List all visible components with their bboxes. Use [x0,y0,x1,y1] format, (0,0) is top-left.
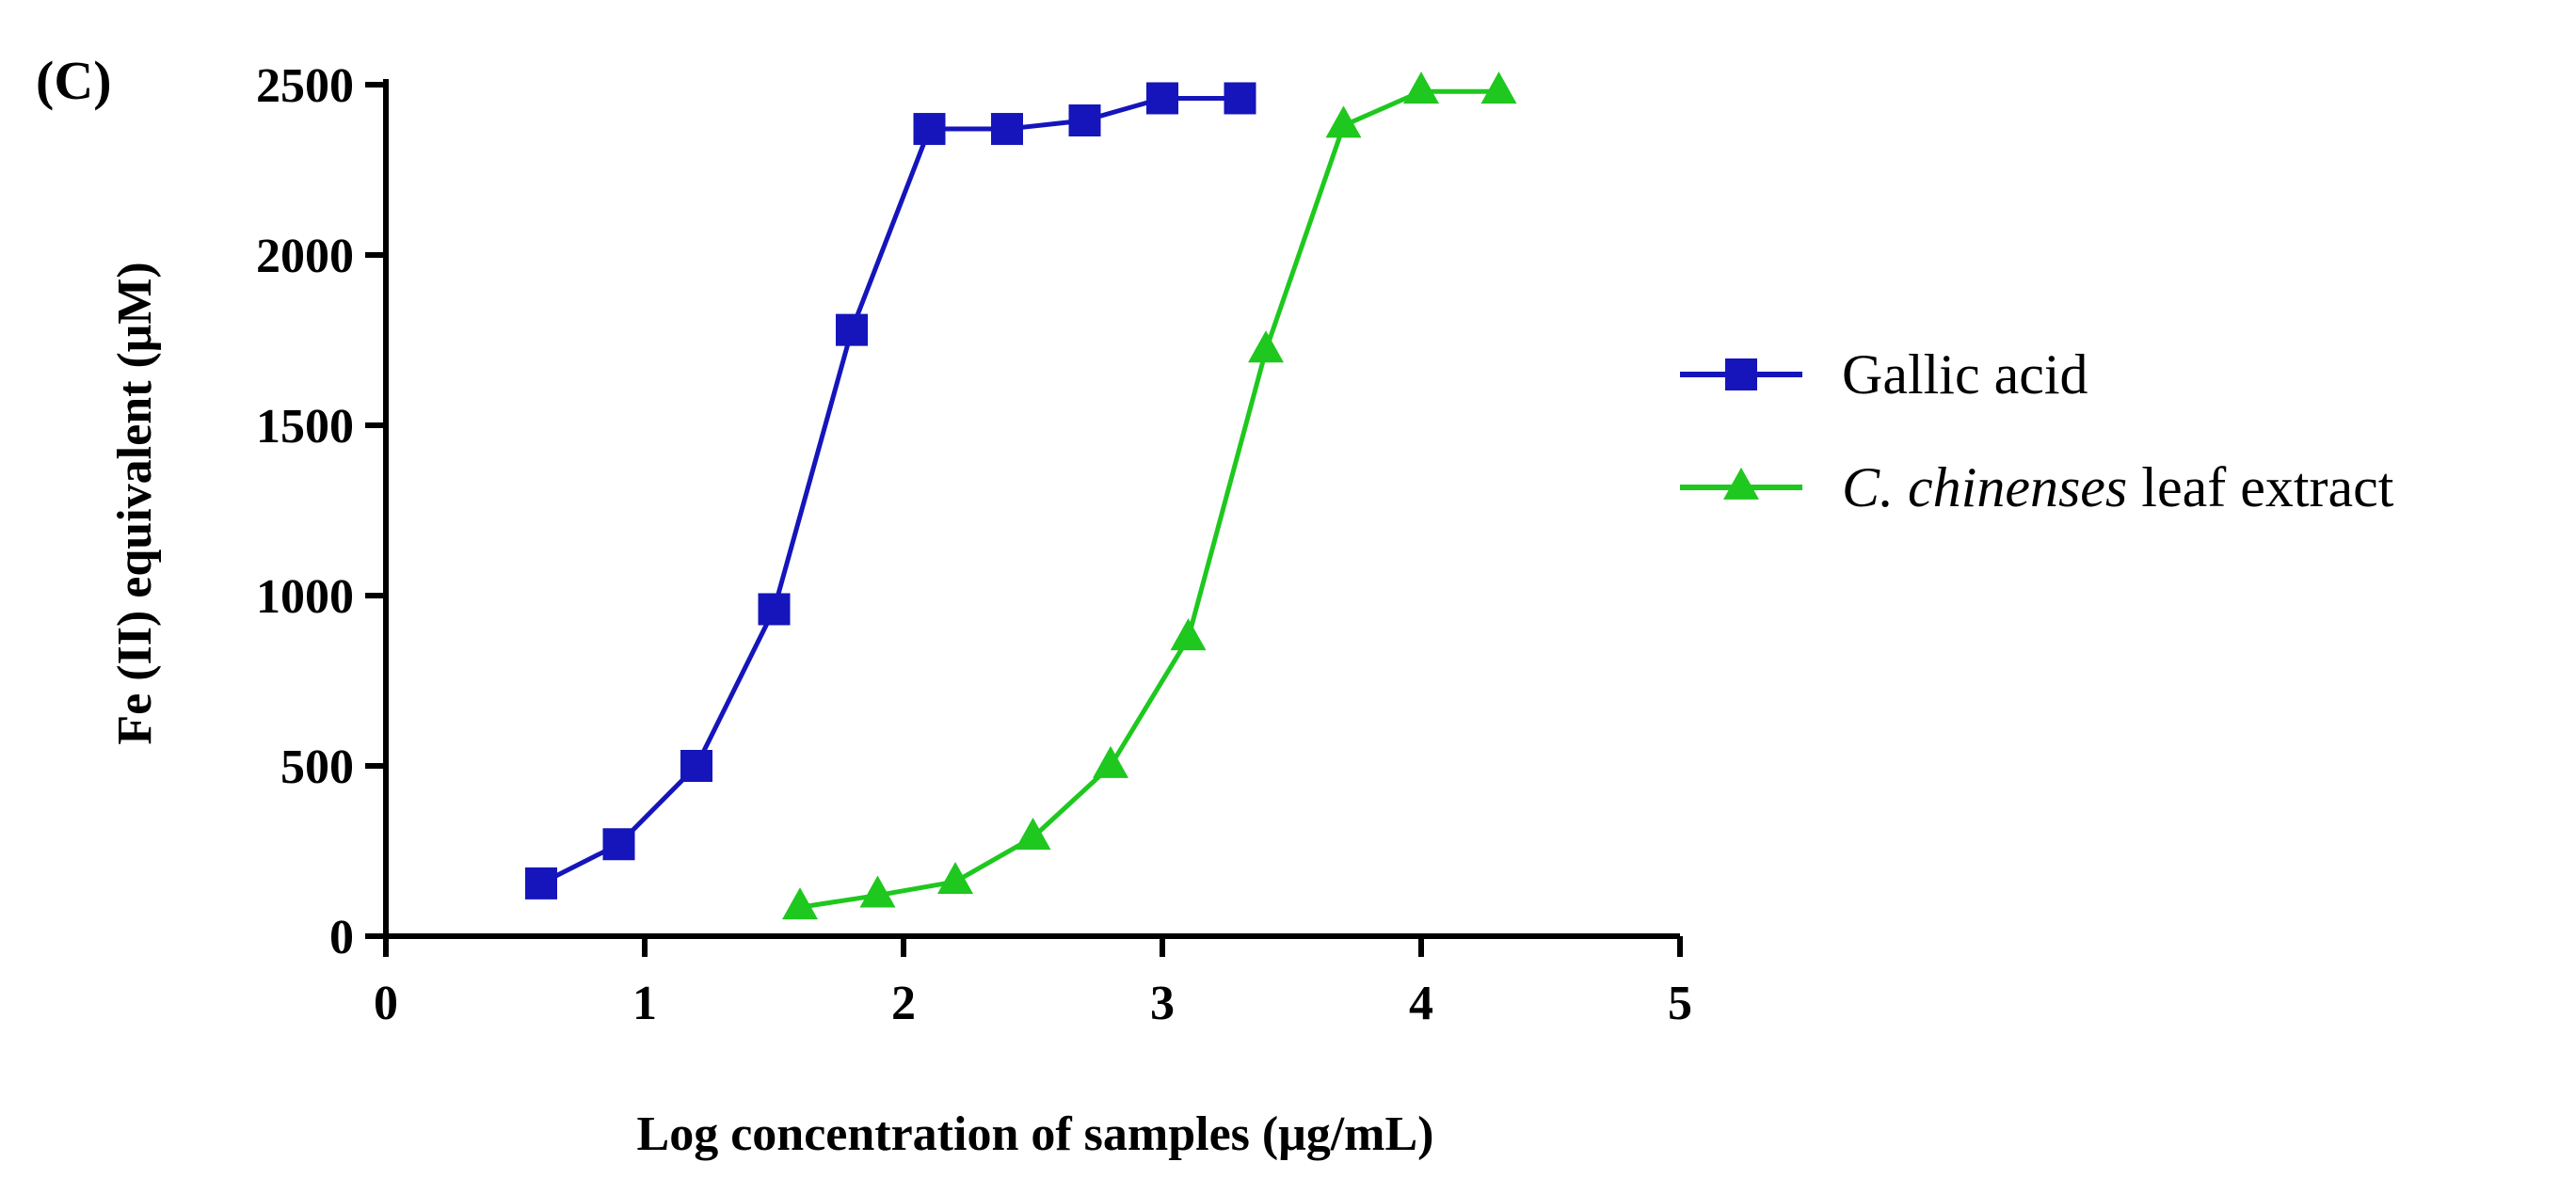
x-tick-label: 5 [1668,977,1692,1030]
legend-label-italic: C. chinenses [1842,456,2127,518]
legend-label-rest: leaf extract [2127,456,2393,518]
data-point-square [836,313,868,346]
panel-label: (C) [36,50,112,111]
data-point-triangle [937,862,973,894]
data-point-triangle [1093,745,1128,778]
y-tick-label: 500 [280,740,354,794]
x-tick-label: 3 [1150,977,1175,1030]
legend-label: Gallic acid [1842,343,2088,406]
data-point-square [602,828,635,861]
y-tick-label: 2000 [256,230,354,283]
y-tick-label: 1500 [256,400,354,454]
data-point-triangle [1403,72,1439,104]
data-point-triangle [1015,817,1051,850]
y-axis-label: Fe (II) equivalent (μM) [108,262,162,744]
series-line [799,88,1499,910]
data-point-square [680,750,712,782]
data-point-square [1146,82,1178,115]
series-line [539,95,1240,886]
x-tick-label: 4 [1409,977,1433,1030]
legend-item-2: C. chinenses leaf extract [1680,456,2394,518]
data-point-triangle [1325,105,1362,138]
data-point-square [1068,104,1101,137]
legend-label: C. chinenses leaf extract [1842,456,2394,518]
data-point-square [991,113,1023,146]
legend-marker [1725,358,1757,390]
data-point-triangle [859,875,896,908]
x-axis-label: Log concentration of samples (μg/mL) [637,1107,1434,1161]
data-point-square [913,113,946,146]
data-point-triangle [1248,330,1284,363]
x-tick-label: 2 [891,977,916,1030]
data-point-triangle [1480,72,1517,104]
legend: Gallic acid C. chinenses leaf extract [1680,343,2394,518]
legend-item-1: Gallic acid [1680,343,2088,406]
plot-area: 0 1 2 3 4 5 0 500 1000 1500 2000 2500 [256,59,1692,1030]
data-point-triangle [782,887,818,920]
data-point-square [525,867,557,899]
legend-marker [1723,467,1759,500]
y-tick-label: 0 [329,911,354,964]
data-point-triangle [1170,618,1207,651]
series-1 [525,82,1256,899]
data-point-square [1224,82,1256,115]
data-point-square [758,593,791,626]
series-2 [782,72,1517,920]
y-tick-label: 2500 [256,59,354,113]
y-tick-label: 1000 [256,570,354,624]
x-tick-label: 0 [374,977,398,1030]
x-tick-label: 1 [632,977,657,1030]
